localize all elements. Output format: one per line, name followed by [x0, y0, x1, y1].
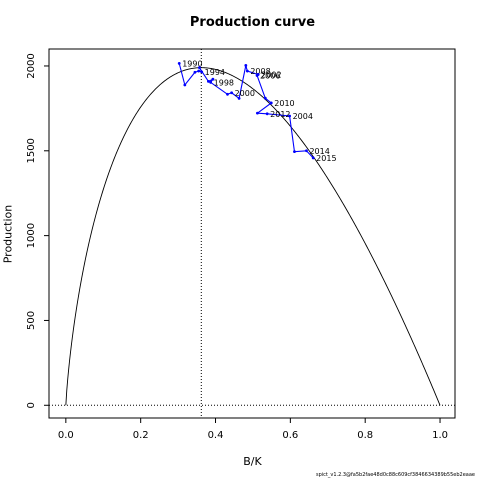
x-tick-label: 0.0 — [58, 430, 74, 441]
x-tick-label: 0.4 — [208, 430, 224, 441]
x-axis-label: B/K — [243, 455, 262, 468]
trajectory-point — [226, 92, 229, 96]
trajectory-point — [244, 64, 248, 67]
x-tick-label: 0.6 — [282, 430, 298, 441]
year-label: 2015 — [316, 154, 336, 163]
trajectory-point — [198, 66, 201, 70]
trajectory-point — [207, 80, 210, 83]
trajectory-point — [269, 101, 273, 105]
y-tick-label: 1500 — [26, 138, 37, 163]
year-label: 2012 — [270, 110, 290, 119]
year-label: 2000 — [235, 89, 255, 98]
trajectory-point — [200, 70, 204, 74]
trajectory-line — [178, 63, 314, 159]
y-tick-label: 2000 — [26, 53, 37, 78]
trajectory-point — [237, 96, 241, 100]
year-label: 2008 — [250, 67, 270, 76]
year-label: 1998 — [214, 78, 234, 87]
trajectory-point — [183, 83, 187, 87]
year-label: 1994 — [205, 68, 225, 77]
y-axis-ticks: 0 500 1000 1500 2000 — [26, 53, 49, 408]
x-tick-label: 1.0 — [432, 430, 448, 441]
y-tick-label: 500 — [26, 311, 37, 330]
trajectory-point — [211, 77, 215, 81]
production-curve-line — [65, 67, 441, 406]
trajectory-point — [255, 74, 259, 77]
trajectory-point — [305, 149, 308, 153]
trajectory-point — [245, 69, 249, 73]
trajectory-point — [197, 69, 201, 73]
year-label: 2010 — [274, 99, 294, 108]
trajectory-point — [293, 150, 296, 154]
year-label: 1990 — [182, 59, 202, 68]
trajectory-point — [209, 81, 213, 84]
plot-frame — [48, 48, 456, 419]
x-tick-label: 0.8 — [357, 430, 373, 441]
trajectory-point — [263, 96, 267, 100]
trajectory-point — [311, 156, 315, 160]
trajectory-point — [288, 114, 292, 118]
trajectory-point — [265, 112, 269, 116]
trajectory-point — [230, 91, 234, 95]
x-tick-label: 0.2 — [133, 430, 149, 441]
year-label: 2004 — [293, 112, 313, 121]
year-label: 2002 — [261, 70, 281, 79]
trajectory-point — [193, 70, 197, 74]
x-axis-ticks: 0.0 0.2 0.4 0.6 0.8 1.0 — [58, 418, 448, 441]
y-tick-label: 1000 — [26, 223, 37, 248]
version-footer: spict_v1.2.3@fa5b2fae48d0c88c609cf384663… — [315, 472, 475, 478]
trajectory-point — [177, 62, 181, 65]
chart-title: Production curve — [189, 15, 316, 30]
trajectory-point — [256, 111, 259, 115]
y-tick-label: 0 — [26, 402, 37, 408]
year-label: 2006 — [260, 71, 280, 80]
year-label: 2014 — [309, 147, 329, 156]
